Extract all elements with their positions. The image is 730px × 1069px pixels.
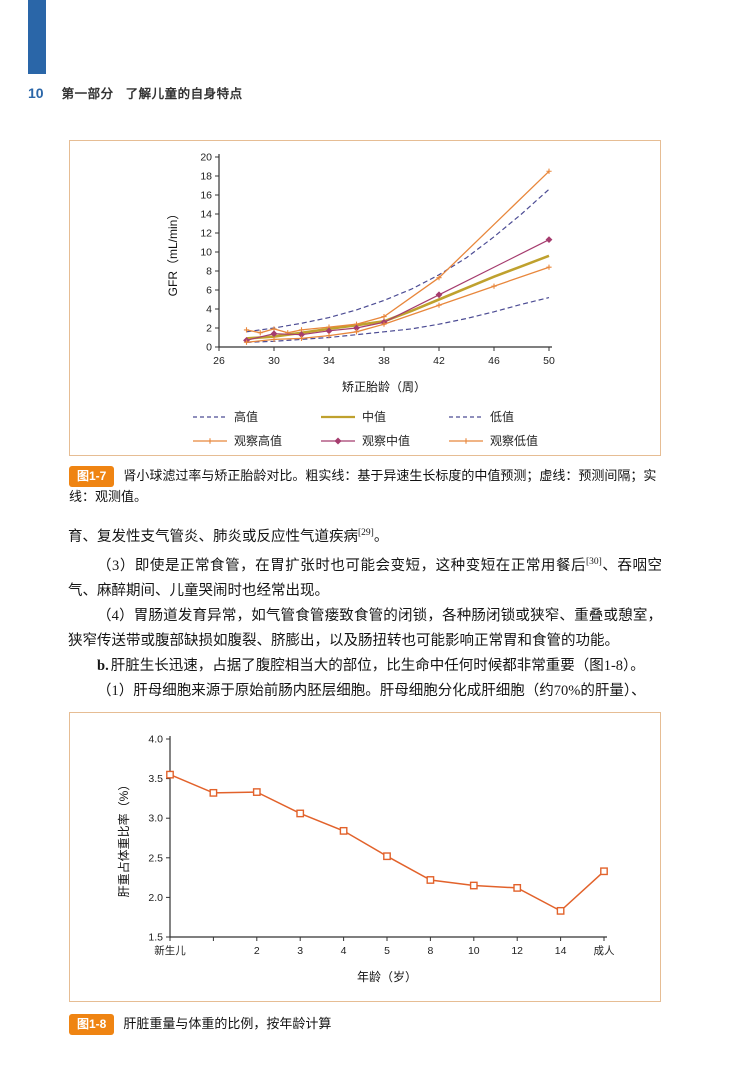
svg-text:4: 4 (206, 304, 212, 316)
body-text: 育、复发性支气管炎、肺炎或反应性气道疾病[29]。 （3）即使是正常食管，在胃扩… (68, 521, 662, 704)
text-segment: （3）即使是正常食管，在胃扩张时也可能会变短，这种变短在正常用餐后 (97, 557, 587, 574)
legend-line-sample (320, 437, 355, 444)
figure-1-8-caption: 图1-8 肝脏重量与体重的比例，按年龄计算 (69, 1014, 661, 1035)
legend-item: 低值 (448, 408, 538, 425)
svg-text:4.0: 4.0 (148, 734, 163, 746)
paragraph-5: （1）肝母细胞来源于原始前肠内胚层细胞。肝母细胞分化成肝细胞（约70%的肝量）、 (68, 679, 662, 704)
legend-label: 观察高值 (233, 434, 282, 448)
legend-item: 观察中值 (320, 432, 410, 449)
legend-label: 观察低值 (490, 434, 539, 448)
svg-text:3: 3 (297, 945, 303, 957)
svg-text:10: 10 (200, 247, 212, 259)
svg-text:2.0: 2.0 (148, 892, 163, 904)
svg-text:8: 8 (427, 945, 433, 957)
svg-text:0: 0 (206, 342, 212, 354)
section-label: 第一部分 (61, 87, 114, 101)
legend-line-sample (192, 437, 227, 444)
svg-text:成人: 成人 (594, 945, 615, 957)
figure-1-8: 1.5 2.0 2.5 3.0 3.5 4.0 新生儿 2 3 4 5 8 10 12 14 成人 肝重占体重比… (69, 712, 661, 1002)
svg-text:14: 14 (200, 209, 212, 221)
figure-1-7-badge: 图1-7 (69, 466, 115, 487)
legend-label: 低值 (490, 410, 515, 424)
svg-text:5: 5 (384, 945, 390, 957)
bold-list-label: b. (97, 657, 109, 674)
gfr-chart-legend: 高值 中值 低值观察高值 观察中值 观察低值 (192, 408, 538, 449)
svg-text:10: 10 (468, 945, 480, 957)
svg-text:18: 18 (200, 171, 212, 183)
legend-label: 观察中值 (361, 434, 410, 448)
svg-text:2: 2 (254, 945, 260, 957)
legend-line-sample (449, 415, 483, 418)
legend-line-sample (449, 437, 483, 444)
legend-item: 观察高值 (192, 432, 282, 449)
svg-text:50: 50 (543, 355, 555, 367)
legend-line-sample (320, 415, 355, 418)
svg-text:3.0: 3.0 (148, 813, 163, 825)
svg-text:8: 8 (206, 266, 212, 278)
reference-29: [29] (358, 528, 374, 538)
svg-text:3.5: 3.5 (148, 773, 163, 785)
paragraph-2: （3）即使是正常食管，在胃扩张时也可能会变短，这种变短在正常用餐后[30]、吞咽… (68, 550, 662, 604)
svg-text:新生儿: 新生儿 (154, 944, 186, 957)
page-header: 10 第一部分 了解儿童的自身特点 (28, 83, 243, 102)
text-segment: （1）肝母细胞来源于原始前肠内胚层细胞。肝母细胞分化成肝细胞（约70%的肝量）、 (97, 682, 646, 699)
text-segment: （4）胃肠道发育异常，如气管食管瘘致食管的闭锁，各种肠闭锁或狭窄、重叠或憩室，狭… (68, 607, 662, 649)
svg-text:12: 12 (200, 228, 212, 240)
svg-text:16: 16 (200, 190, 212, 202)
svg-text:12: 12 (511, 945, 523, 957)
text-segment: 肝脏生长迅速，占据了腹腔相当大的部位，比生命中任何时候都非常重要（图1-8）。 (110, 657, 645, 674)
svg-text:38: 38 (378, 355, 390, 367)
svg-text:1.5: 1.5 (148, 932, 163, 944)
svg-text:年龄（岁）: 年龄（岁） (357, 969, 417, 984)
figure-1-8-caption-text: 肝脏重量与体重的比例，按年龄计算 (123, 1016, 332, 1031)
legend-item: 高值 (192, 408, 282, 425)
svg-text:肝重占体重比率（%）: 肝重占体重比率（%） (116, 779, 131, 898)
paragraph-4: b. 肝脏生长迅速，占据了腹腔相当大的部位，比生命中任何时候都非常重要（图1-8）… (68, 654, 662, 679)
svg-text:42: 42 (433, 355, 445, 367)
paragraph-3: （4）胃肠道发育异常，如气管食管瘘致食管的闭锁，各种肠闭锁或狭窄、重叠或憩室，狭… (68, 604, 662, 654)
legend-line-sample (192, 415, 227, 418)
liver-weight-ratio-chart: 1.5 2.0 2.5 3.0 3.5 4.0 新生儿 2 3 4 5 8 10 12 14 成人 肝重占体重比… (116, 734, 615, 985)
reference-30: [30] (586, 556, 602, 567)
legend-item: 中值 (320, 408, 410, 425)
figure-1-7: 0 2 4 6 8 10 12 14 16 18 20 26 30 34 38 42 46 50 GFR（mL/mi… (69, 140, 661, 456)
svg-text:矫正胎龄（周）: 矫正胎龄（周） (342, 379, 426, 394)
text-segment: 。 (373, 528, 389, 545)
svg-text:26: 26 (213, 355, 225, 367)
legend-item: 观察低值 (448, 432, 538, 449)
figure-1-8-badge: 图1-8 (69, 1014, 115, 1035)
page-corner-bar (28, 0, 46, 74)
section-heading: 第一部分 了解儿童的自身特点 (62, 83, 243, 102)
svg-text:34: 34 (323, 355, 335, 367)
svg-text:30: 30 (268, 355, 280, 367)
svg-text:2.5: 2.5 (148, 852, 163, 864)
paragraph-1: 育、复发性支气管炎、肺炎或反应性气道疾病[29]。 (68, 521, 662, 550)
svg-text:14: 14 (555, 945, 567, 957)
text-segment: 育、复发性支气管炎、肺炎或反应性气道疾病 (68, 528, 358, 545)
svg-text:2: 2 (206, 323, 212, 335)
svg-text:6: 6 (206, 285, 212, 297)
svg-text:GFR（mL/min）: GFR（mL/min） (166, 208, 180, 297)
legend-label: 高值 (233, 410, 258, 424)
figure-1-7-caption: 图1-7 肾小球滤过率与矫正胎龄对比。粗实线：基于异速生长标度的中值预测；虚线：预… (69, 466, 661, 507)
legend-label: 中值 (361, 410, 386, 424)
svg-text:46: 46 (488, 355, 500, 367)
text-segment: 、吞咽空气、麻醉期间、儿童哭闹时也经常出现。 (68, 557, 662, 599)
page-number: 10 (28, 85, 44, 101)
figure-1-7-caption-text: 肾小球滤过率与矫正胎龄对比。粗实线：基于异速生长标度的中值预测；虚线：预测间隔；… (69, 468, 657, 504)
svg-text:4: 4 (341, 945, 347, 957)
chapter-title: 了解儿童的自身特点 (125, 87, 243, 101)
svg-text:20: 20 (200, 152, 212, 164)
